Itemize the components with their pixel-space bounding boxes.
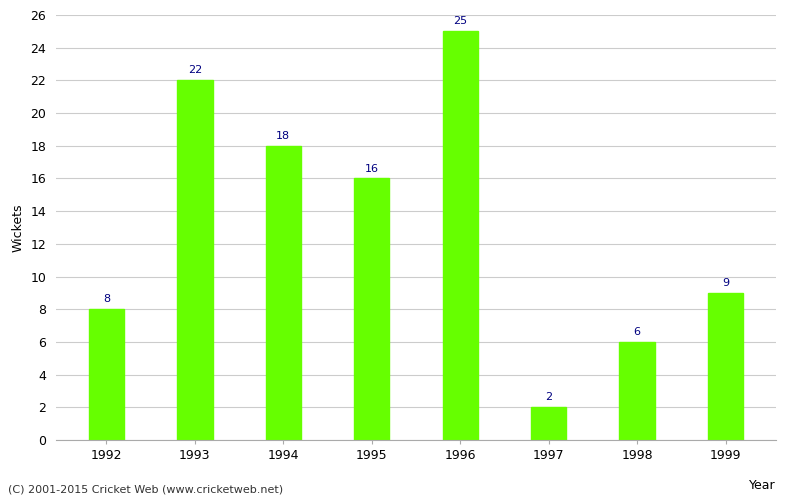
Bar: [354, 178, 390, 440]
Bar: [89, 309, 124, 440]
Text: 22: 22: [188, 66, 202, 76]
Text: (C) 2001-2015 Cricket Web (www.cricketweb.net): (C) 2001-2015 Cricket Web (www.cricketwe…: [8, 485, 283, 495]
Text: 2: 2: [545, 392, 552, 402]
Text: Year: Year: [750, 479, 776, 492]
Text: 18: 18: [276, 131, 290, 141]
Text: 25: 25: [453, 16, 467, 26]
Bar: [619, 342, 655, 440]
Bar: [266, 146, 301, 440]
Y-axis label: Wickets: Wickets: [12, 203, 25, 252]
Bar: [442, 32, 478, 440]
Text: 16: 16: [365, 164, 378, 173]
Bar: [531, 408, 566, 440]
Text: 6: 6: [634, 327, 641, 337]
Bar: [708, 293, 743, 440]
Text: 8: 8: [103, 294, 110, 304]
Text: 9: 9: [722, 278, 729, 288]
Bar: [177, 80, 213, 440]
